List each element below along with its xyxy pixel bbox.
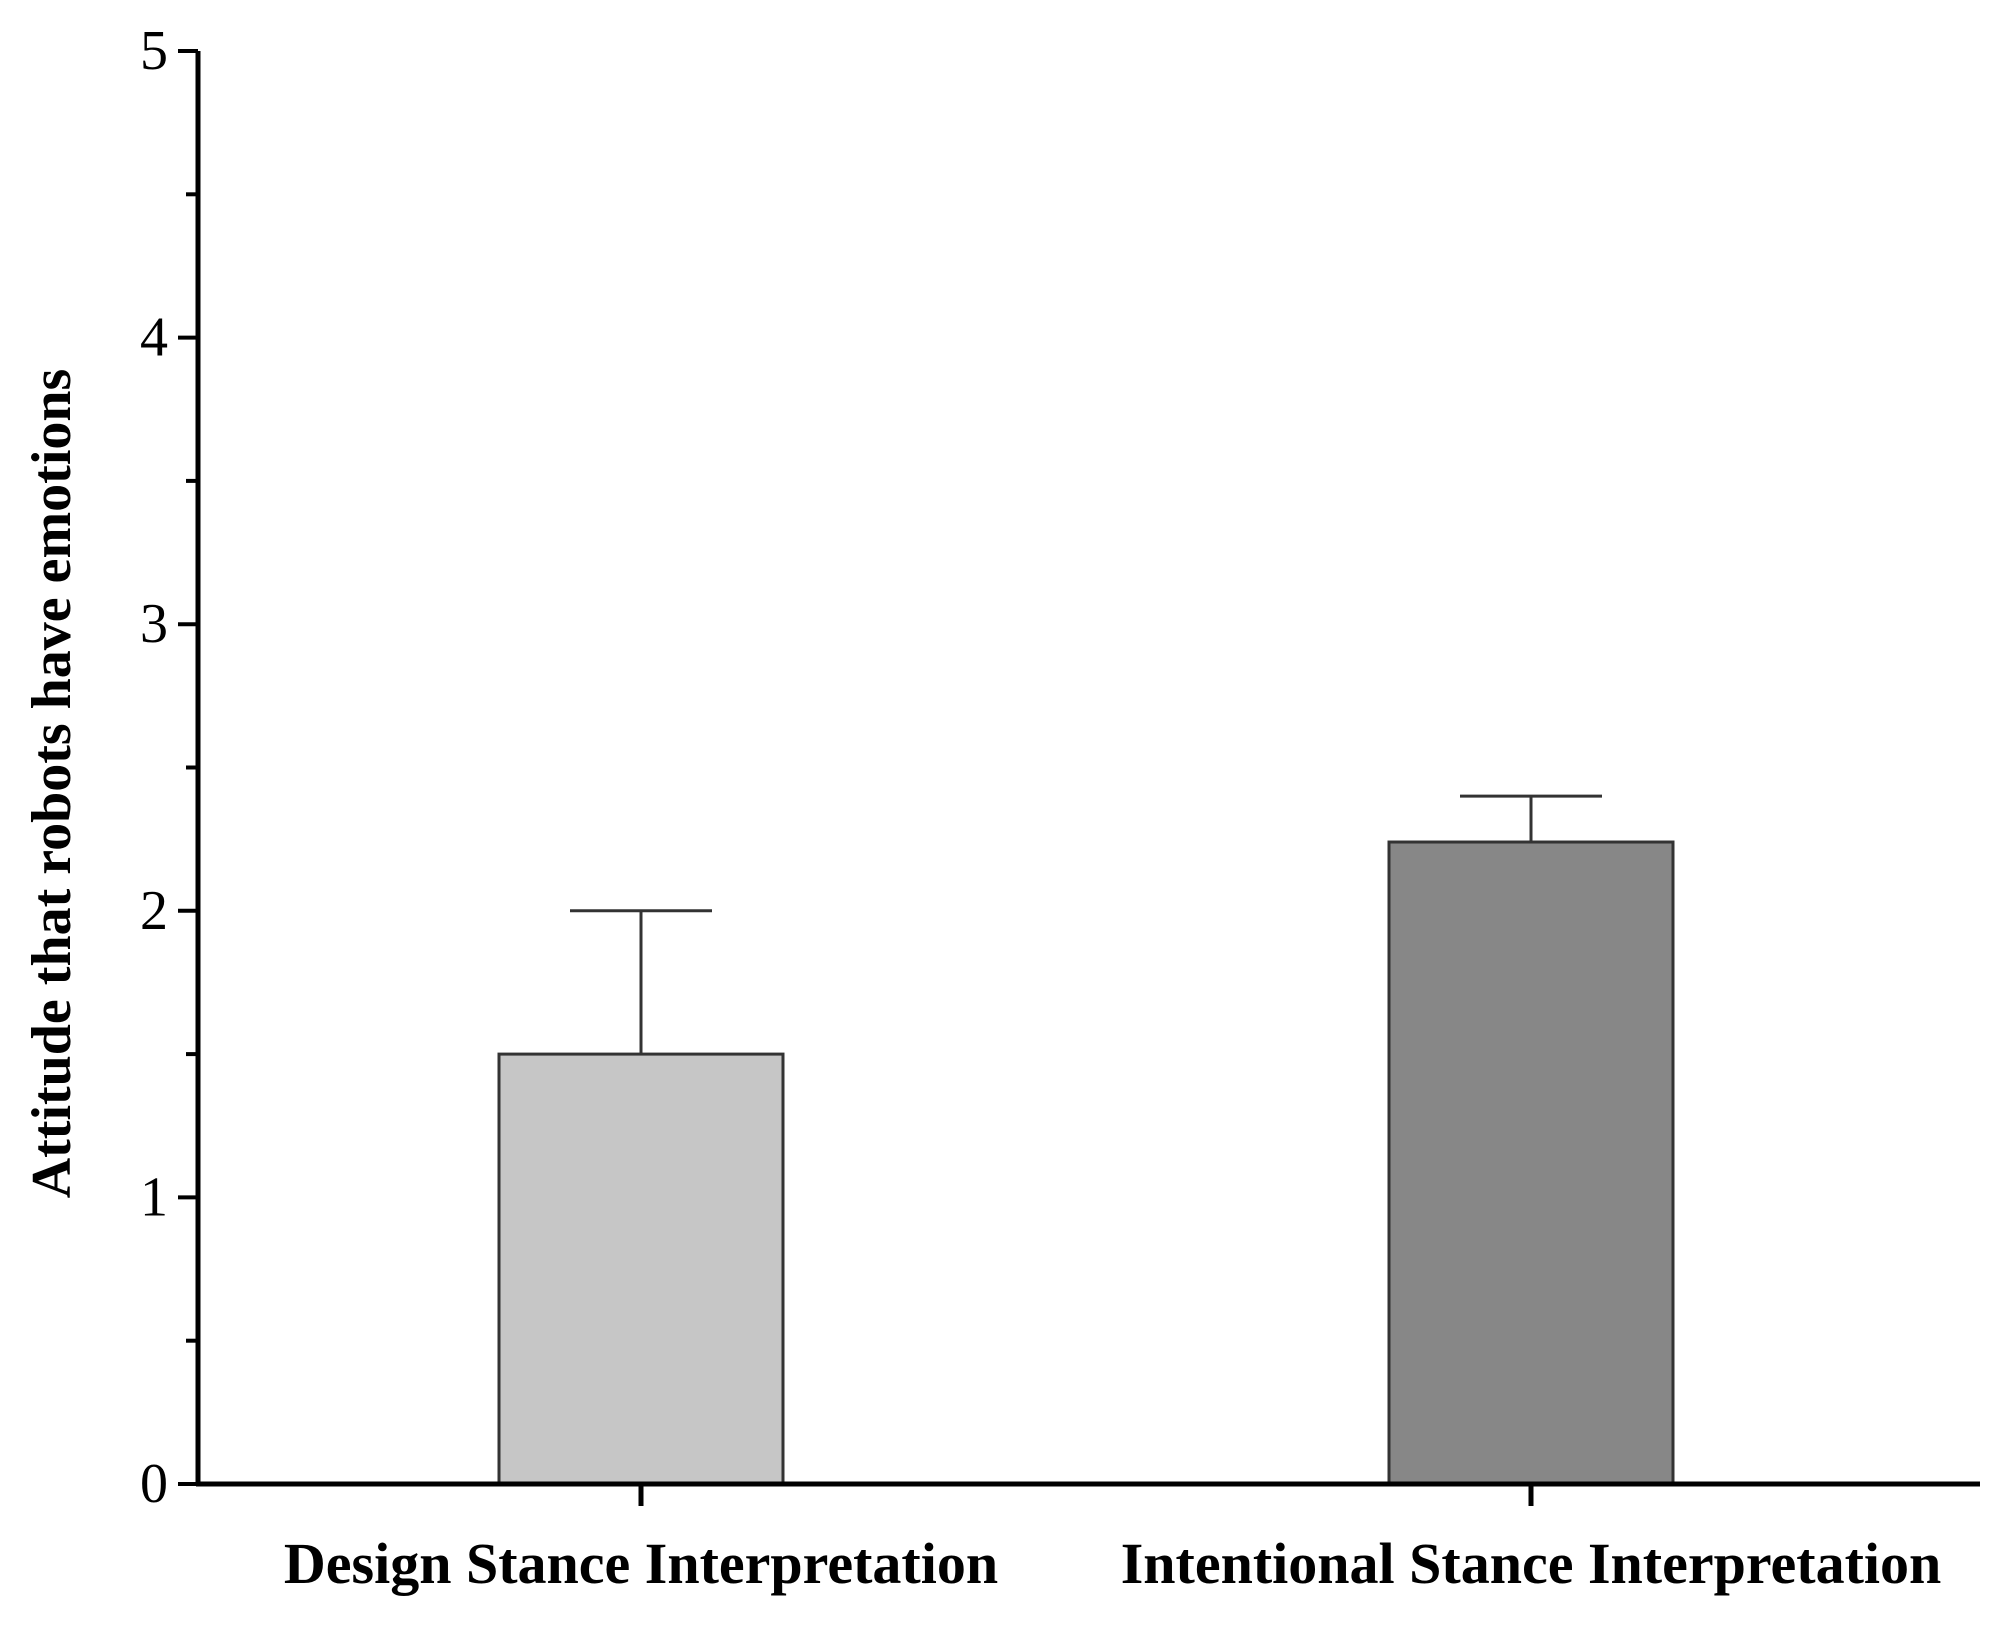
- y-tick-label: 4: [140, 307, 168, 369]
- y-tick-label: 2: [140, 880, 168, 942]
- bar: [497, 1052, 785, 1486]
- y-tick-label: 5: [140, 20, 168, 82]
- x-tick-label: Intentional Stance Interpretation: [1121, 1531, 1942, 1596]
- x-ticks-layer: Design Stance Interpretation Intentional …: [284, 1484, 1941, 1596]
- error-bars-layer: [570, 794, 1602, 1055]
- axes-layer: [195, 51, 1980, 1487]
- bar: [1387, 840, 1675, 1486]
- y-axis-title: Attitude that robots have emotions: [21, 369, 83, 1199]
- y-tick-label: 3: [140, 593, 168, 655]
- y-tick-label: 1: [140, 1166, 168, 1228]
- bars-layer: [497, 840, 1675, 1486]
- y-tick-label: 0: [140, 1453, 168, 1515]
- y-ticks-layer: 0 1 2 3 4 5: [140, 20, 198, 1515]
- x-tick-label: Design Stance Interpretation: [284, 1531, 998, 1596]
